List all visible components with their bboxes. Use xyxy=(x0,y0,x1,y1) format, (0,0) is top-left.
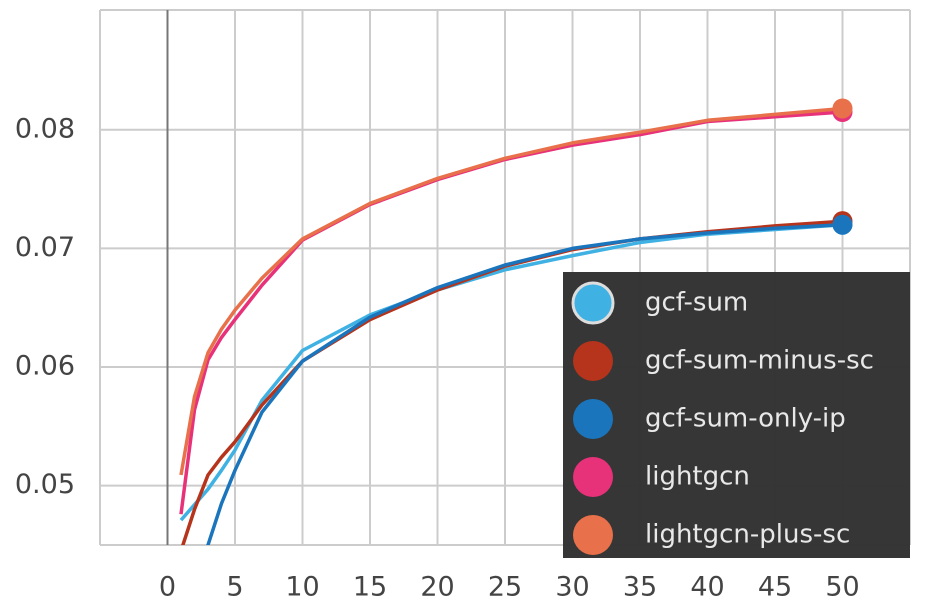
x-tick-label: 35 xyxy=(623,572,657,603)
legend-label: gcf-sum-only-ip xyxy=(645,404,846,434)
legend-swatch xyxy=(573,515,613,555)
legend-label: lightgcn xyxy=(645,462,750,492)
y-tick-label: 0.05 xyxy=(15,469,75,500)
x-tick-label: 20 xyxy=(420,572,454,603)
x-tick-label: 40 xyxy=(690,572,724,603)
legend-label: lightgcn-plus-sc xyxy=(645,520,850,550)
x-tick-label: 10 xyxy=(285,572,319,603)
series-line xyxy=(179,106,843,476)
x-tick-label: 0 xyxy=(159,572,176,603)
legend-swatch xyxy=(573,457,613,497)
legend-swatch xyxy=(573,399,613,439)
legend-swatch xyxy=(571,281,615,325)
x-tick-label: 15 xyxy=(353,572,387,603)
end-point xyxy=(832,214,853,235)
end-point xyxy=(832,98,853,119)
y-tick-label: 0.08 xyxy=(15,113,75,144)
legend-label: gcf-sum-minus-sc xyxy=(645,346,874,376)
x-tick-label: 50 xyxy=(825,572,859,603)
series-line xyxy=(206,222,843,545)
series-line xyxy=(179,222,843,522)
legend: gcf-sum gcf-sum-minus-sc gcf-sum-only-ip li… xyxy=(563,272,910,558)
legend-swatch xyxy=(573,341,613,381)
x-tick-label: 45 xyxy=(758,572,792,603)
x-tick-label: 30 xyxy=(555,572,589,603)
x-tick-label: 25 xyxy=(488,572,522,603)
legend-box xyxy=(563,272,910,558)
x-tick-label: 5 xyxy=(226,572,243,603)
y-tick-label: 0.06 xyxy=(15,351,75,382)
legend-label: gcf-sum xyxy=(645,288,748,318)
ticks: 0.05 0.06 0.07 0.08 0 5 10 15 20 25 30 35 40 45 50 xyxy=(15,113,860,602)
y-tick-label: 0.07 xyxy=(15,232,75,263)
plot-area xyxy=(179,106,843,545)
